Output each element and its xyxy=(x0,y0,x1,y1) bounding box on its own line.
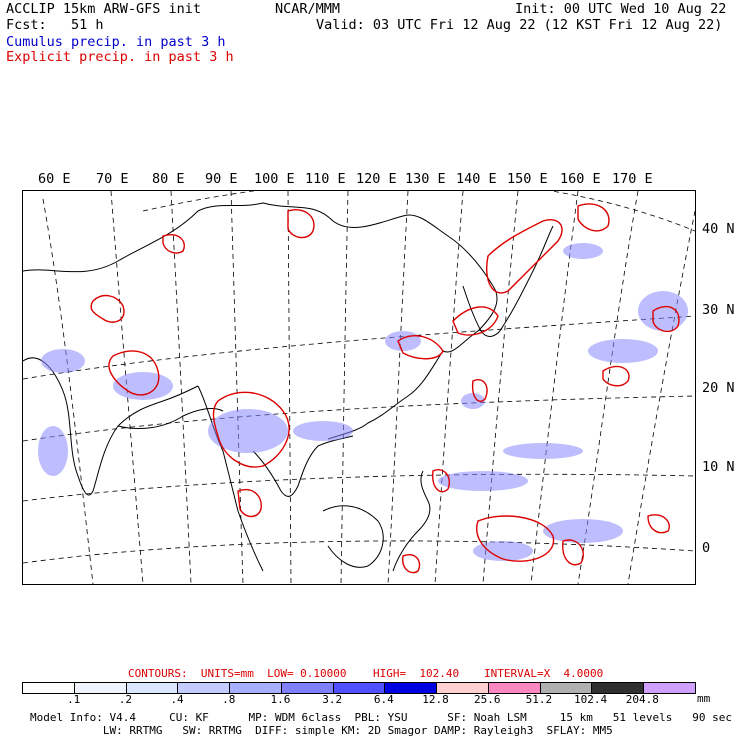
colorbar-unit: mm xyxy=(697,692,711,705)
colorbar-swatch xyxy=(437,683,489,693)
contours-interval: INTERVAL=X 4.0000 xyxy=(484,667,604,680)
lon-label: 150 E xyxy=(507,171,548,187)
colorbar-swatch xyxy=(23,683,75,693)
lon-label: 120 E xyxy=(356,171,397,187)
colorbar-tick-label: 51.2 xyxy=(525,693,553,706)
institution: NCAR/MMM xyxy=(275,1,341,17)
colorbar-tick-label: 25.6 xyxy=(473,693,501,706)
model-title: ACCLIP 15km ARW-GFS init xyxy=(6,1,202,17)
lat-label: 10 N xyxy=(702,459,735,475)
colorbar-swatch xyxy=(644,683,695,693)
colorbar-tick-label: .2 xyxy=(118,693,132,706)
lat-label: 40 N xyxy=(702,221,735,237)
colorbar-swatch xyxy=(74,683,127,693)
colorbar-tick-label: 1.6 xyxy=(270,693,291,706)
lon-label: 100 E xyxy=(254,171,295,187)
colorbar-swatch xyxy=(281,683,334,693)
graticule xyxy=(23,191,695,584)
colorbar-tick-label: 6.4 xyxy=(373,693,394,706)
map-canvas xyxy=(23,191,695,584)
colorbar-swatch xyxy=(488,683,541,693)
colorbar-tick-label: .4 xyxy=(170,693,184,706)
colorbar-tick-label: 3.2 xyxy=(322,693,343,706)
colorbar-swatch xyxy=(385,683,438,693)
colorbar-swatch xyxy=(126,683,179,693)
legend-explicit: Explicit precip. in past 3 h xyxy=(6,49,234,65)
init-time: Init: 00 UTC Wed 10 Aug 22 xyxy=(515,1,727,17)
lat-label: 20 N xyxy=(702,380,735,396)
colorbar-tick-label: 102.4 xyxy=(574,693,608,706)
cumulus-precip xyxy=(38,243,688,561)
contours-units: CONTOURS: UNITS=mm LOW= 0.10000 xyxy=(128,667,347,680)
colorbar-tick-label: .1 xyxy=(67,693,81,706)
lon-label: 80 E xyxy=(152,171,185,187)
lon-label: 60 E xyxy=(38,171,71,187)
colorbar-swatch xyxy=(333,683,386,693)
model-info-line1: Model Info: V4.4 CU: KF MP: WDM 6class P… xyxy=(30,711,732,724)
lon-label: 160 E xyxy=(560,171,601,187)
lon-label: 140 E xyxy=(456,171,497,187)
colorbar xyxy=(22,682,696,694)
colorbar-tick-label: 204.8 xyxy=(625,693,659,706)
colorbar-tick-label: .8 xyxy=(222,693,236,706)
model-info-line2: LW: RRTMG SW: RRTMG DIFF: simple KM: 2D … xyxy=(30,724,613,737)
colorbar-tick-label: 12.8 xyxy=(422,693,449,706)
precip-areas xyxy=(38,203,688,574)
explicit-precip xyxy=(90,203,680,574)
legend-cumulus: Cumulus precip. in past 3 h xyxy=(6,34,226,50)
lat-label: 0 xyxy=(702,540,711,556)
lon-label: 70 E xyxy=(96,171,129,187)
lon-label: 130 E xyxy=(405,171,446,187)
lat-label: 30 N xyxy=(702,302,735,318)
coastlines xyxy=(23,202,554,572)
lon-label: 90 E xyxy=(205,171,238,187)
colorbar-swatch xyxy=(230,683,282,693)
lon-label: 110 E xyxy=(305,171,346,187)
precipitation-map xyxy=(22,190,696,585)
contours-high: HIGH= 102.40 xyxy=(373,667,460,680)
forecast-hour: Fcst: 51 h xyxy=(6,17,104,33)
colorbar-swatch xyxy=(540,683,593,693)
colorbar-swatch xyxy=(592,683,645,693)
colorbar-swatch xyxy=(178,683,231,693)
lon-label: 170 E xyxy=(612,171,653,187)
valid-time: Valid: 03 UTC Fri 12 Aug 22 (12 KST Fri … xyxy=(316,17,723,33)
